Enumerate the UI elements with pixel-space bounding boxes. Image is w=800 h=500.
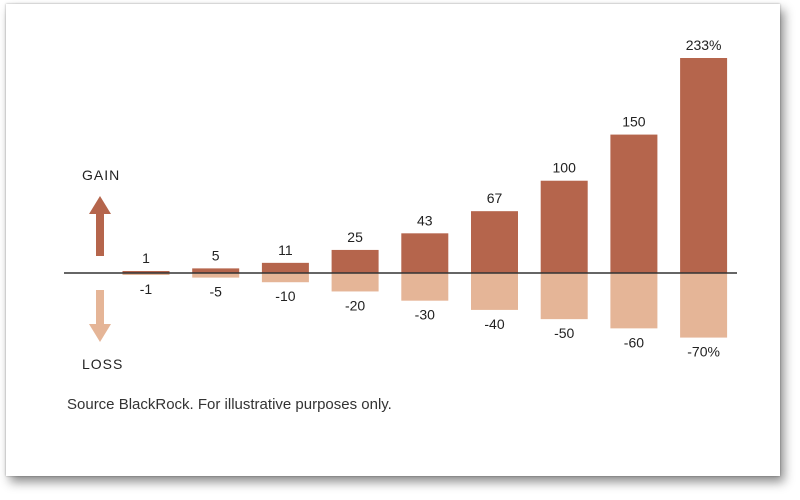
- gain-bar: [610, 134, 658, 273]
- gain-bar: [540, 180, 588, 273]
- gain-bar: [261, 262, 309, 273]
- loss-bar: [680, 273, 728, 338]
- loss-bar: [540, 273, 588, 320]
- loss-bar: [192, 273, 240, 278]
- gain-value-label: 67: [487, 190, 503, 206]
- loss-value-label: -1: [140, 281, 153, 297]
- loss-value-label: -50: [554, 325, 574, 341]
- gain-value-label: 1: [142, 250, 150, 266]
- loss-bar: [471, 273, 518, 310]
- gain-bar: [192, 268, 240, 273]
- loss-value-label: -70%: [687, 344, 720, 360]
- gain-label: GAIN: [82, 167, 120, 183]
- gain-bar: [401, 233, 449, 273]
- loss-value-label: -5: [209, 284, 222, 300]
- loss-bars: [122, 273, 728, 338]
- loss-value-label: -30: [415, 307, 435, 323]
- loss-bar: [122, 273, 170, 275]
- gain-value-label: 150: [622, 114, 646, 130]
- loss-value-label: -10: [275, 288, 295, 304]
- loss-value-label: -60: [624, 334, 644, 350]
- gain-bar: [331, 249, 379, 273]
- loss-bar: [401, 273, 449, 301]
- gain-bar: [471, 211, 518, 273]
- gain-value-label: 233%: [686, 37, 722, 53]
- gain-bars: [122, 58, 728, 273]
- gain-bar: [680, 58, 728, 273]
- gain-value-label: 5: [212, 247, 220, 263]
- bar-value-labels: 1 5 11 25 43 67 100 150 233% -1 -5 -10 -20 -30 -40 -50 -…: [140, 37, 722, 360]
- gain-arrow-icon: [89, 196, 111, 256]
- loss-arrow-icon: [89, 290, 111, 342]
- loss-value-label: -40: [484, 316, 504, 332]
- loss-bar: [610, 273, 658, 329]
- gain-value-label: 43: [417, 212, 433, 228]
- loss-bar: [261, 273, 309, 283]
- gain-value-label: 11: [278, 242, 293, 258]
- loss-label: LOSS: [82, 356, 123, 372]
- gain-value-label: 25: [347, 229, 363, 245]
- loss-value-label: -20: [345, 297, 365, 313]
- loss-bar: [331, 273, 379, 292]
- gain-value-label: 100: [553, 160, 577, 176]
- gain-bar: [122, 271, 170, 273]
- source-note: Source BlackRock. For illustrative purpo…: [67, 396, 392, 413]
